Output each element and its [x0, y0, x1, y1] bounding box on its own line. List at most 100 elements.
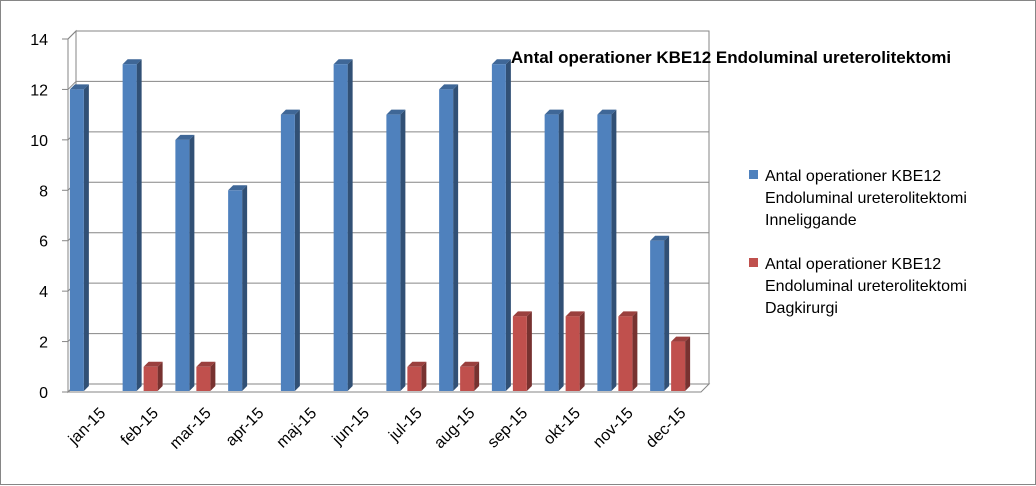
- bar-side: [189, 134, 195, 391]
- bar-top: [544, 109, 564, 115]
- bar-side: [157, 361, 163, 391]
- x-tick-label: mar-15: [167, 405, 215, 453]
- bar-top: [512, 311, 532, 317]
- bar-front: [650, 240, 665, 391]
- legend-entry: Antal operationer KBE12 Endoluminal urete…: [749, 256, 967, 317]
- x-tick-label: sep-15: [485, 405, 532, 452]
- y-tick-label: 10: [30, 133, 48, 150]
- bar-front: [196, 366, 211, 391]
- bar-inneliggande: [650, 235, 670, 391]
- y-tick-label: 2: [39, 335, 48, 352]
- legend-label: Antal operationer KBE12: [765, 256, 941, 273]
- bar-side: [632, 311, 638, 391]
- bar-top: [386, 109, 406, 115]
- legend-entry: Antal operationer KBE12 Endoluminal urete…: [749, 168, 967, 229]
- bar-top: [491, 59, 511, 65]
- bar-front: [386, 114, 401, 392]
- y-tick-label: 0: [39, 385, 48, 402]
- bar-front: [228, 190, 243, 391]
- bar-side: [526, 311, 532, 391]
- x-tick-label: jun-15: [329, 405, 373, 449]
- y-tick-label: 12: [30, 82, 48, 99]
- bar-front: [512, 316, 527, 391]
- bar-front: [460, 366, 475, 391]
- y-tick-label: 4: [39, 284, 48, 301]
- bar-top: [565, 311, 585, 317]
- bar-dagkirurgi: [460, 361, 480, 391]
- bar-side: [421, 361, 427, 391]
- bar-front: [280, 114, 295, 392]
- y-tick-label: 6: [39, 234, 48, 251]
- bar-side: [685, 336, 691, 391]
- bar-inneliggande: [386, 109, 406, 392]
- bar-side: [664, 235, 670, 391]
- legend-label: Antal operationer KBE12: [765, 168, 941, 185]
- legend-label: Endoluminal ureterolitektomi: [765, 278, 967, 295]
- x-tick-label: maj-15: [274, 405, 321, 452]
- bar-front: [597, 114, 612, 392]
- bar-inneliggande: [69, 84, 89, 391]
- bar-inneliggande: [175, 134, 195, 391]
- bar-top: [407, 361, 427, 367]
- bar-inneliggande: [333, 59, 353, 391]
- x-tick-label: dec-15: [643, 405, 690, 452]
- bar-top: [618, 311, 638, 317]
- bar-side: [611, 109, 617, 392]
- legend-swatch: [749, 170, 758, 179]
- x-tick-label: aug-15: [431, 405, 478, 452]
- bar-inneliggande: [439, 84, 459, 391]
- bar-side: [474, 361, 480, 391]
- bar-side: [558, 109, 564, 392]
- axes: [62, 38, 701, 393]
- bar-side: [83, 84, 89, 391]
- bar-front: [69, 89, 84, 391]
- bar-top: [175, 134, 195, 140]
- gridline-side: [67, 30, 77, 40]
- bar-top: [143, 361, 163, 367]
- bar-dagkirurgi: [407, 361, 427, 391]
- bar-side: [347, 59, 353, 391]
- bar-front: [544, 114, 559, 392]
- legend-label: Dagkirurgi: [765, 300, 838, 317]
- x-tick-labels: jan-15 feb-15 mar-15 apr-15 maj-15 jun-15 jul-…: [65, 405, 690, 453]
- bar-front: [122, 64, 137, 391]
- y-tick-label: 14: [30, 32, 48, 49]
- bar-top: [69, 84, 89, 90]
- bar-front: [407, 366, 422, 391]
- x-tick-label: okt-15: [540, 405, 584, 449]
- chart-title: Antal operationer KBE12 Endoluminal uret…: [511, 48, 951, 67]
- bar-top: [333, 59, 353, 65]
- bar-side: [579, 311, 585, 391]
- y-tick-label: 8: [39, 183, 48, 200]
- bar-inneliggande: [280, 109, 300, 392]
- bar-front: [565, 316, 580, 391]
- bar-side: [242, 185, 248, 391]
- bar-front: [491, 64, 506, 391]
- bar-top: [228, 185, 248, 191]
- bar-inneliggande: [544, 109, 564, 392]
- bar-dagkirurgi: [671, 336, 691, 391]
- y-tick-labels: 0 2 4 6 8 10 12 14: [30, 32, 48, 402]
- bar-side: [294, 109, 300, 392]
- bar-inneliggande: [597, 109, 617, 392]
- bar-top: [597, 109, 617, 115]
- bar-front: [439, 89, 454, 391]
- bar-front: [333, 64, 348, 391]
- bar-top: [671, 336, 691, 342]
- legend: Antal operationer KBE12 Endoluminal urete…: [749, 168, 967, 317]
- legend-label: Inneliggande: [765, 212, 857, 229]
- bar-front: [175, 139, 190, 391]
- bar-top: [122, 59, 142, 65]
- bar-inneliggande: [228, 185, 248, 391]
- x-tick-label: apr-15: [223, 405, 268, 450]
- bar-dagkirurgi: [565, 311, 585, 391]
- bar-front: [618, 316, 633, 391]
- bar-top: [280, 109, 300, 115]
- bar-dagkirurgi: [618, 311, 638, 391]
- x-tick-label: jan-15: [65, 405, 109, 449]
- bar-dagkirurgi: [143, 361, 163, 391]
- bar-side: [400, 109, 406, 392]
- bars: [69, 59, 691, 392]
- x-tick-label: nov-15: [590, 405, 637, 452]
